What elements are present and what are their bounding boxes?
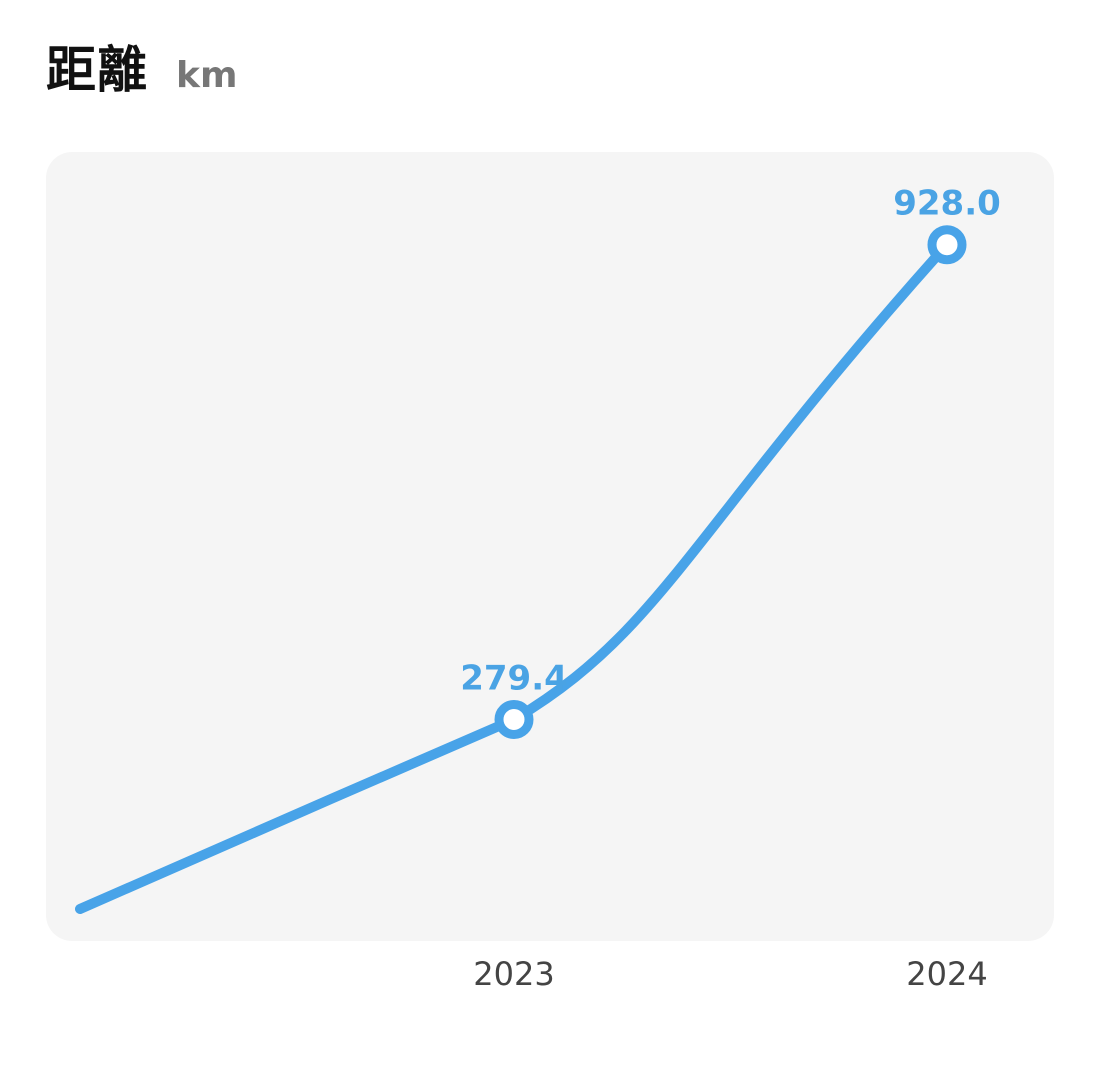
x-tick-label-2023: 2023 bbox=[473, 955, 554, 993]
series-line bbox=[75, 239, 952, 914]
plot-background bbox=[46, 152, 1054, 941]
data-point-2024 bbox=[927, 225, 967, 265]
chart-title: 距離 bbox=[46, 41, 148, 99]
unit-label: km bbox=[176, 55, 238, 96]
data-point-2023 bbox=[494, 699, 534, 739]
x-axis-ticks: 2023 2024 bbox=[473, 955, 987, 993]
data-label-2023: 279.4 bbox=[460, 658, 568, 698]
x-tick-label-2024: 2024 bbox=[906, 955, 987, 993]
data-label-2024: 928.0 bbox=[893, 184, 1001, 224]
data-points: 279.4 928.0 bbox=[460, 184, 1001, 739]
chart-header: 距離 km bbox=[46, 30, 237, 102]
